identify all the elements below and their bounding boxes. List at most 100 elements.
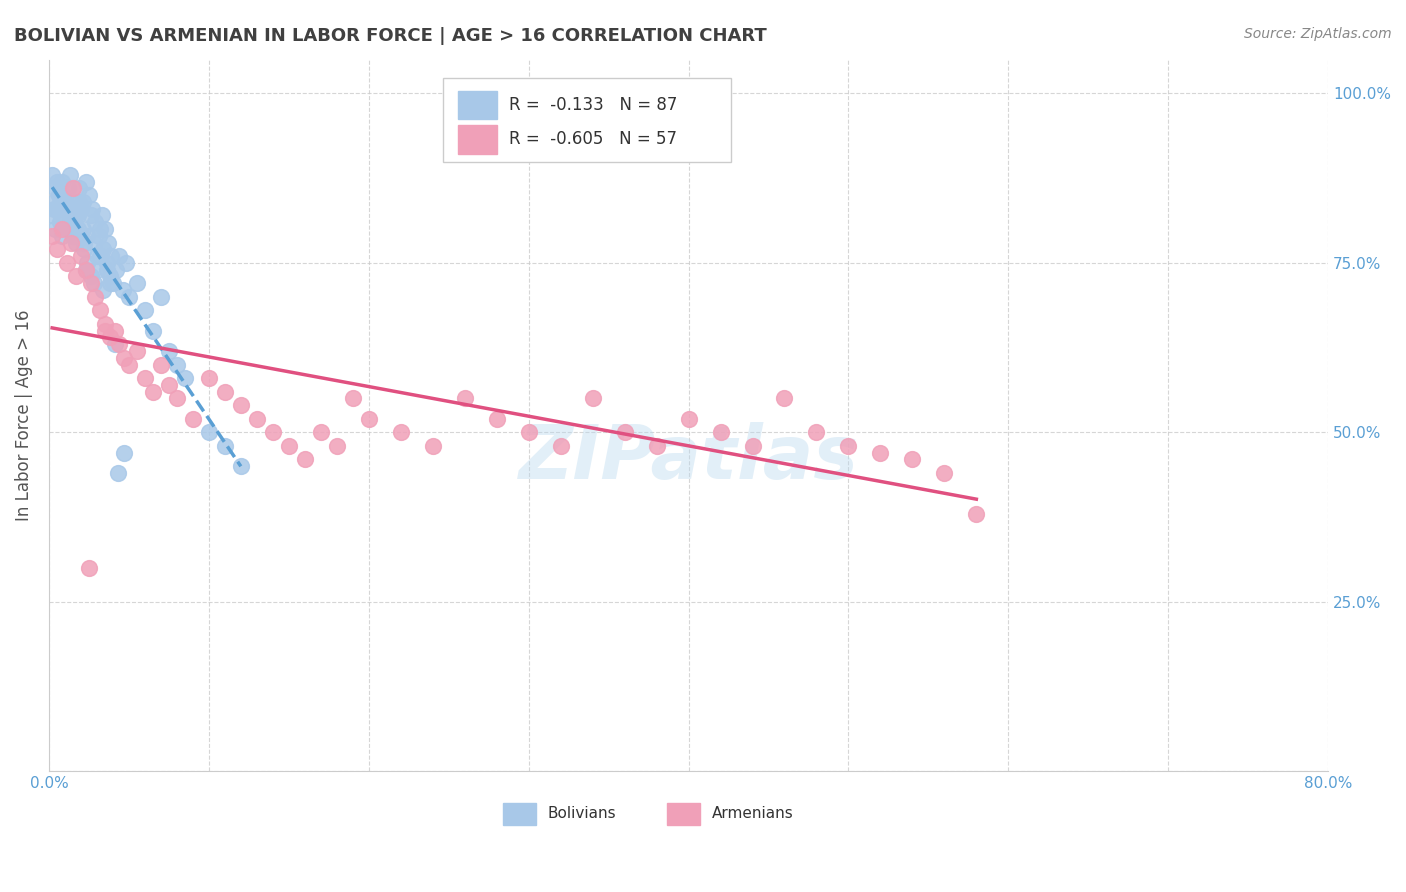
Point xyxy=(70,202,93,216)
Point xyxy=(46,175,69,189)
Point xyxy=(134,371,156,385)
Point xyxy=(173,371,195,385)
Point xyxy=(965,507,987,521)
Point xyxy=(63,222,86,236)
Point xyxy=(98,269,121,284)
Point xyxy=(44,181,66,195)
Point xyxy=(48,188,70,202)
Point xyxy=(49,181,72,195)
Point xyxy=(41,228,63,243)
Point xyxy=(709,425,731,440)
Point xyxy=(389,425,412,440)
Point xyxy=(157,344,180,359)
Point xyxy=(806,425,828,440)
Point xyxy=(112,351,135,365)
Point xyxy=(118,290,141,304)
Point xyxy=(94,222,117,236)
Point xyxy=(157,378,180,392)
Point xyxy=(75,262,97,277)
Point xyxy=(76,256,98,270)
Point xyxy=(79,277,101,291)
Point xyxy=(108,337,131,351)
Point xyxy=(94,324,117,338)
Text: Bolivians: Bolivians xyxy=(548,806,616,822)
Point xyxy=(46,243,69,257)
Point xyxy=(89,303,111,318)
Point xyxy=(422,439,444,453)
Point xyxy=(66,209,89,223)
Point xyxy=(60,202,83,216)
Point xyxy=(59,168,82,182)
Point xyxy=(56,181,79,195)
Text: R =  -0.133   N = 87: R = -0.133 N = 87 xyxy=(509,96,678,114)
Point xyxy=(84,215,107,229)
Text: Source: ZipAtlas.com: Source: ZipAtlas.com xyxy=(1244,27,1392,41)
Point xyxy=(198,425,221,440)
Point xyxy=(55,256,77,270)
Point xyxy=(44,222,66,236)
Point xyxy=(67,194,90,209)
Point xyxy=(41,209,63,223)
Text: R =  -0.605   N = 57: R = -0.605 N = 57 xyxy=(509,130,678,148)
Point xyxy=(42,202,65,216)
Point xyxy=(901,452,924,467)
Point xyxy=(246,412,269,426)
Point xyxy=(105,262,128,277)
FancyBboxPatch shape xyxy=(458,91,496,120)
Point xyxy=(87,228,110,243)
Point xyxy=(142,384,165,399)
Point xyxy=(52,209,75,223)
Point xyxy=(112,446,135,460)
Point xyxy=(41,168,63,182)
Point xyxy=(91,283,114,297)
Point xyxy=(149,290,172,304)
Point xyxy=(62,194,84,209)
Point xyxy=(262,425,284,440)
Point xyxy=(60,235,83,250)
Point xyxy=(86,249,108,263)
Point xyxy=(125,344,148,359)
Point xyxy=(66,222,89,236)
Point xyxy=(48,188,70,202)
Point xyxy=(149,358,172,372)
Point xyxy=(56,222,79,236)
Point xyxy=(214,439,236,453)
Y-axis label: In Labor Force | Age > 16: In Labor Force | Age > 16 xyxy=(15,310,32,521)
Point xyxy=(181,412,204,426)
Point xyxy=(678,412,700,426)
Point xyxy=(118,358,141,372)
Point xyxy=(934,466,956,480)
Point xyxy=(517,425,540,440)
Point xyxy=(75,262,97,277)
Point xyxy=(111,283,134,297)
Point xyxy=(52,188,75,202)
Point xyxy=(86,262,108,277)
Point xyxy=(613,425,636,440)
Point xyxy=(53,194,76,209)
Point xyxy=(49,215,72,229)
Point xyxy=(357,412,380,426)
Point xyxy=(73,243,96,257)
Point xyxy=(869,446,891,460)
Point xyxy=(166,392,188,406)
Point xyxy=(53,194,76,209)
Point xyxy=(214,384,236,399)
Point xyxy=(114,256,136,270)
Point xyxy=(166,358,188,372)
Point xyxy=(77,188,100,202)
Point xyxy=(67,181,90,195)
Point xyxy=(326,439,349,453)
Point xyxy=(96,262,118,277)
Point xyxy=(108,249,131,263)
Point xyxy=(773,392,796,406)
Point xyxy=(55,202,77,216)
Point xyxy=(97,235,120,250)
Point xyxy=(741,439,763,453)
Point xyxy=(581,392,603,406)
Point xyxy=(107,466,129,480)
Point xyxy=(51,228,73,243)
Point xyxy=(103,337,125,351)
Point xyxy=(84,290,107,304)
Point xyxy=(89,249,111,263)
Point xyxy=(100,249,122,263)
